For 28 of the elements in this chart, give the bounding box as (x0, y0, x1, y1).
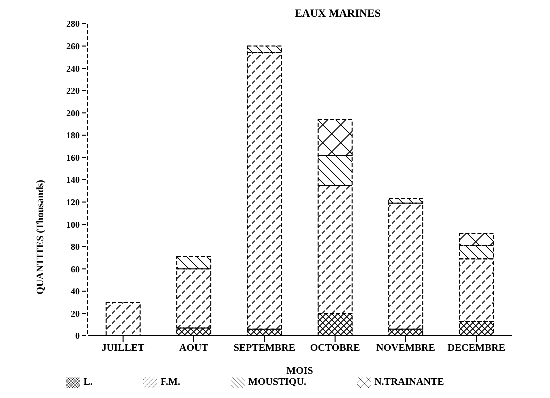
y-axis-title: QUANTITES (Thousands) (36, 180, 47, 295)
y-tick-label: 100 (66, 220, 80, 230)
x-axis-title: MOIS (286, 366, 314, 377)
y-tick-label: 280 (66, 19, 80, 30)
y-tick-label: 160 (66, 152, 80, 163)
x-tick-label: NOVEMBRE (376, 343, 436, 354)
y-tick-label: 20 (71, 308, 80, 319)
y-tick-label: 180 (66, 130, 80, 141)
y-tick-label: 200 (66, 108, 80, 118)
x-tick-label: JUILLET (102, 343, 146, 354)
y-tick-label: 120 (66, 197, 80, 208)
legend-label: N.TRAINANTE (374, 377, 444, 388)
y-tick-label: 260 (66, 41, 80, 52)
y-tick-label: 0 (76, 331, 80, 342)
x-tick-label: OCTOBRE (310, 343, 361, 354)
x-tick-label: DECEMBRE (448, 343, 506, 354)
legend-label: F.M. (160, 377, 180, 388)
x-tick-label: SEPTEMBRE (234, 343, 296, 354)
x-tick-label: AOUT (180, 343, 209, 354)
y-tick-label: 240 (66, 64, 80, 74)
legend-label: L. (84, 377, 93, 388)
legend-label: MOUSTIQU. (248, 377, 307, 388)
y-tick-label: 220 (66, 86, 80, 96)
chart-title: EAUX MARINES (294, 8, 382, 20)
y-tick-label: 80 (71, 242, 80, 252)
y-tick-label: 40 (71, 286, 80, 297)
y-tick-label: 140 (66, 175, 80, 186)
y-tick-label: 60 (71, 264, 80, 274)
